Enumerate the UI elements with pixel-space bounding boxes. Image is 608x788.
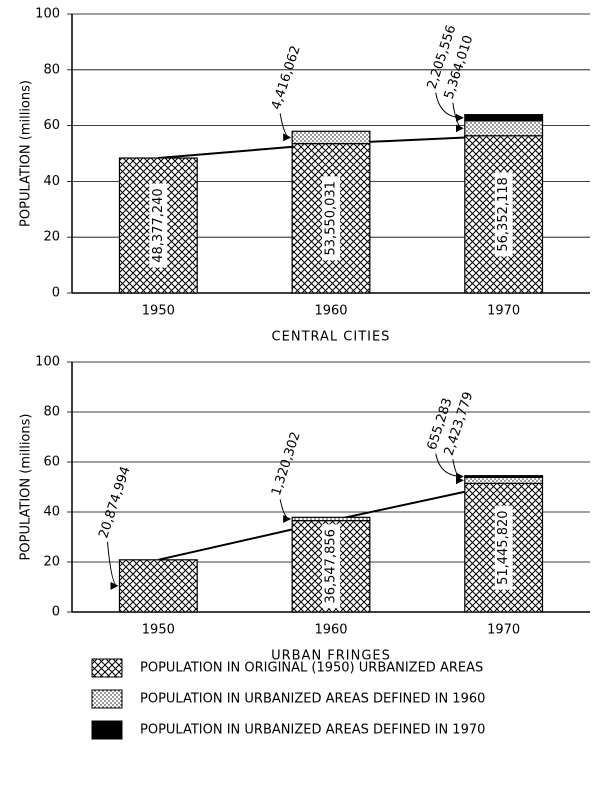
bar-segment: [464, 120, 544, 137]
annotation-arrow: [435, 453, 464, 481]
y-tick-label: 40: [43, 174, 60, 189]
annotation-arrow: [452, 102, 464, 133]
legend-swatch: [91, 658, 123, 678]
value-label: 1,320,302: [269, 430, 304, 498]
y-tick-label: 0: [52, 286, 60, 301]
bar-segment: [464, 476, 544, 484]
y-tick-label: 100: [35, 7, 60, 22]
y-tick-label: 60: [43, 455, 60, 470]
label-bg: [322, 176, 340, 261]
value-label: 4,416,062: [269, 44, 304, 112]
x-axis-label: URBAN FRINGES: [271, 649, 391, 664]
y-tick-label: 80: [43, 62, 60, 77]
legend-swatch: [91, 720, 123, 740]
annotation-arrow: [279, 113, 292, 142]
x-tick-label: 1950: [142, 623, 175, 638]
bar-segment: [464, 114, 544, 122]
y-tick-label: 80: [43, 405, 60, 420]
value-label: 51,445,820: [496, 510, 511, 584]
label-bg: [322, 524, 340, 609]
value-label: 20,874,994: [96, 465, 133, 540]
annotation-arrow: [106, 541, 119, 590]
annotation-arrow: [435, 92, 464, 122]
x-tick-label: 1970: [487, 623, 520, 638]
legend-label: POPULATION IN URBANIZED AREAS DEFINED IN…: [140, 723, 485, 738]
value-label: 56,352,118: [496, 177, 511, 251]
x-axis-label: CENTRAL CITIES: [272, 330, 391, 345]
y-tick-label: 100: [35, 355, 60, 370]
bar-segment: [464, 475, 544, 478]
y-axis-label: POPULATION (millions): [19, 414, 34, 561]
x-tick-label: 1960: [314, 623, 347, 638]
y-tick-label: 20: [43, 230, 60, 245]
legend-swatch: [91, 689, 123, 709]
y-tick-label: 0: [52, 605, 60, 620]
legend-label: POPULATION IN ORIGINAL (1950) URBANIZED …: [140, 661, 483, 676]
y-axis-label: POPULATION (millions): [19, 80, 34, 227]
value-label: 48,377,240: [151, 188, 166, 262]
annotation-arrow: [279, 499, 292, 523]
y-tick-label: 40: [43, 505, 60, 520]
x-tick-label: 1960: [314, 304, 347, 319]
bar-segment: [291, 516, 371, 522]
bar-segment: [118, 559, 198, 613]
y-tick-label: 60: [43, 118, 60, 133]
annotation-arrow: [452, 459, 464, 485]
label-bg: [149, 183, 168, 268]
value-label: 53,550,031: [324, 181, 339, 255]
x-tick-label: 1950: [142, 304, 175, 319]
value-label: 36,547,856: [324, 529, 339, 603]
x-tick-label: 1970: [487, 304, 520, 319]
legend-label: POPULATION IN URBANIZED AREAS DEFINED IN…: [140, 692, 485, 707]
label-bg: [494, 505, 513, 590]
bar-segment: [291, 130, 371, 145]
y-tick-label: 20: [43, 555, 60, 570]
label-bg: [494, 172, 513, 257]
